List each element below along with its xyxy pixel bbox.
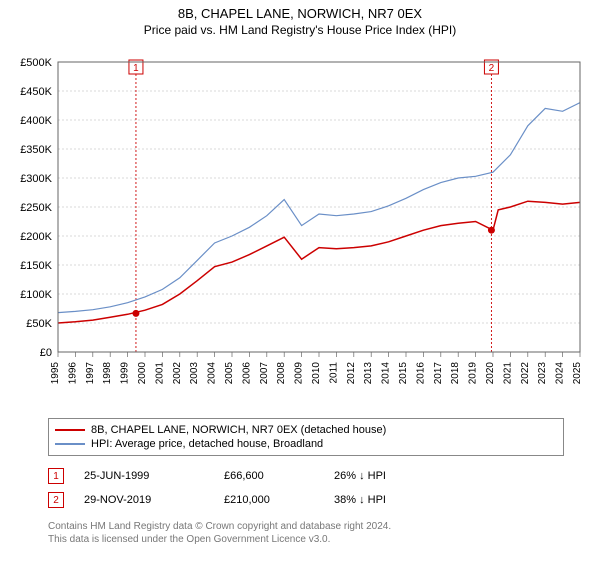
chart-area: £0 £50K £100K £150K £200K £250K £300K £350K £400… [10,52,590,412]
svg-text:2018: 2018 [450,362,461,385]
marker-num-box: 2 [48,492,64,508]
svg-text:£150K: £150K [20,260,52,272]
svg-text:£100K: £100K [20,289,52,301]
svg-text:1: 1 [133,63,139,74]
marker-date: 25-JUN-1999 [84,470,204,482]
footer-line: Contains HM Land Registry data © Crown c… [48,520,391,533]
svg-text:2017: 2017 [433,362,444,385]
svg-text:2013: 2013 [363,362,374,385]
svg-text:2016: 2016 [415,362,426,385]
footer-line: This data is licensed under the Open Gov… [48,533,391,546]
chart-subtitle: Price paid vs. HM Land Registry's House … [0,23,600,37]
legend-swatch [55,443,85,445]
svg-text:1998: 1998 [102,362,113,385]
svg-text:£250K: £250K [20,202,52,214]
svg-text:2004: 2004 [207,362,218,385]
svg-text:1995: 1995 [50,362,61,385]
svg-text:2005: 2005 [224,362,235,385]
legend-row: 8B, CHAPEL LANE, NORWICH, NR7 0EX (detac… [55,423,557,437]
svg-text:£200K: £200K [20,231,52,243]
svg-text:2008: 2008 [276,362,287,385]
svg-text:2021: 2021 [502,362,513,385]
marker-table: 1 25-JUN-1999 £66,600 26% ↓ HPI 2 29-NOV… [48,464,464,512]
svg-text:2015: 2015 [398,362,409,385]
legend-label: HPI: Average price, detached house, Broa… [91,438,323,450]
svg-text:2012: 2012 [346,362,357,385]
svg-text:2006: 2006 [241,362,252,385]
svg-text:2023: 2023 [537,362,548,385]
svg-text:2009: 2009 [294,362,305,385]
svg-text:2: 2 [489,63,495,74]
svg-text:£450K: £450K [20,86,52,98]
svg-text:2022: 2022 [520,362,531,385]
svg-text:2010: 2010 [311,362,322,385]
marker-pct: 38% ↓ HPI [334,494,464,506]
marker-row: 1 25-JUN-1999 £66,600 26% ↓ HPI [48,464,464,488]
svg-text:£50K: £50K [26,318,52,330]
marker-price: £66,600 [224,470,314,482]
legend-row: HPI: Average price, detached house, Broa… [55,437,557,451]
svg-text:2014: 2014 [381,362,392,385]
svg-text:£0: £0 [40,347,52,359]
svg-text:£500K: £500K [20,57,52,69]
legend-swatch [55,429,85,431]
svg-text:£350K: £350K [20,144,52,156]
chart-title: 8B, CHAPEL LANE, NORWICH, NR7 0EX [0,6,600,21]
svg-text:1999: 1999 [120,362,131,385]
svg-text:2002: 2002 [172,362,183,385]
footer-attribution: Contains HM Land Registry data © Crown c… [48,520,391,546]
svg-text:£400K: £400K [20,115,52,127]
marker-num-box: 1 [48,468,64,484]
svg-text:2000: 2000 [137,362,148,385]
svg-text:2020: 2020 [485,362,496,385]
svg-text:1996: 1996 [67,362,78,385]
legend: 8B, CHAPEL LANE, NORWICH, NR7 0EX (detac… [48,418,564,456]
marker-pct: 26% ↓ HPI [334,470,464,482]
svg-text:2007: 2007 [259,362,270,385]
svg-text:2011: 2011 [328,362,339,384]
svg-text:2003: 2003 [189,362,200,385]
chart-container: 8B, CHAPEL LANE, NORWICH, NR7 0EX Price … [0,6,600,566]
marker-price: £210,000 [224,494,314,506]
legend-label: 8B, CHAPEL LANE, NORWICH, NR7 0EX (detac… [91,424,386,436]
svg-text:£300K: £300K [20,173,52,185]
svg-text:2001: 2001 [154,362,165,385]
svg-text:2025: 2025 [572,362,583,385]
chart-svg: £0 £50K £100K £150K £200K £250K £300K £350K £400… [10,52,590,412]
marker-date: 29-NOV-2019 [84,494,204,506]
svg-text:1997: 1997 [85,362,96,385]
marker-row: 2 29-NOV-2019 £210,000 38% ↓ HPI [48,488,464,512]
svg-text:2024: 2024 [555,362,566,385]
svg-text:2019: 2019 [468,362,479,385]
